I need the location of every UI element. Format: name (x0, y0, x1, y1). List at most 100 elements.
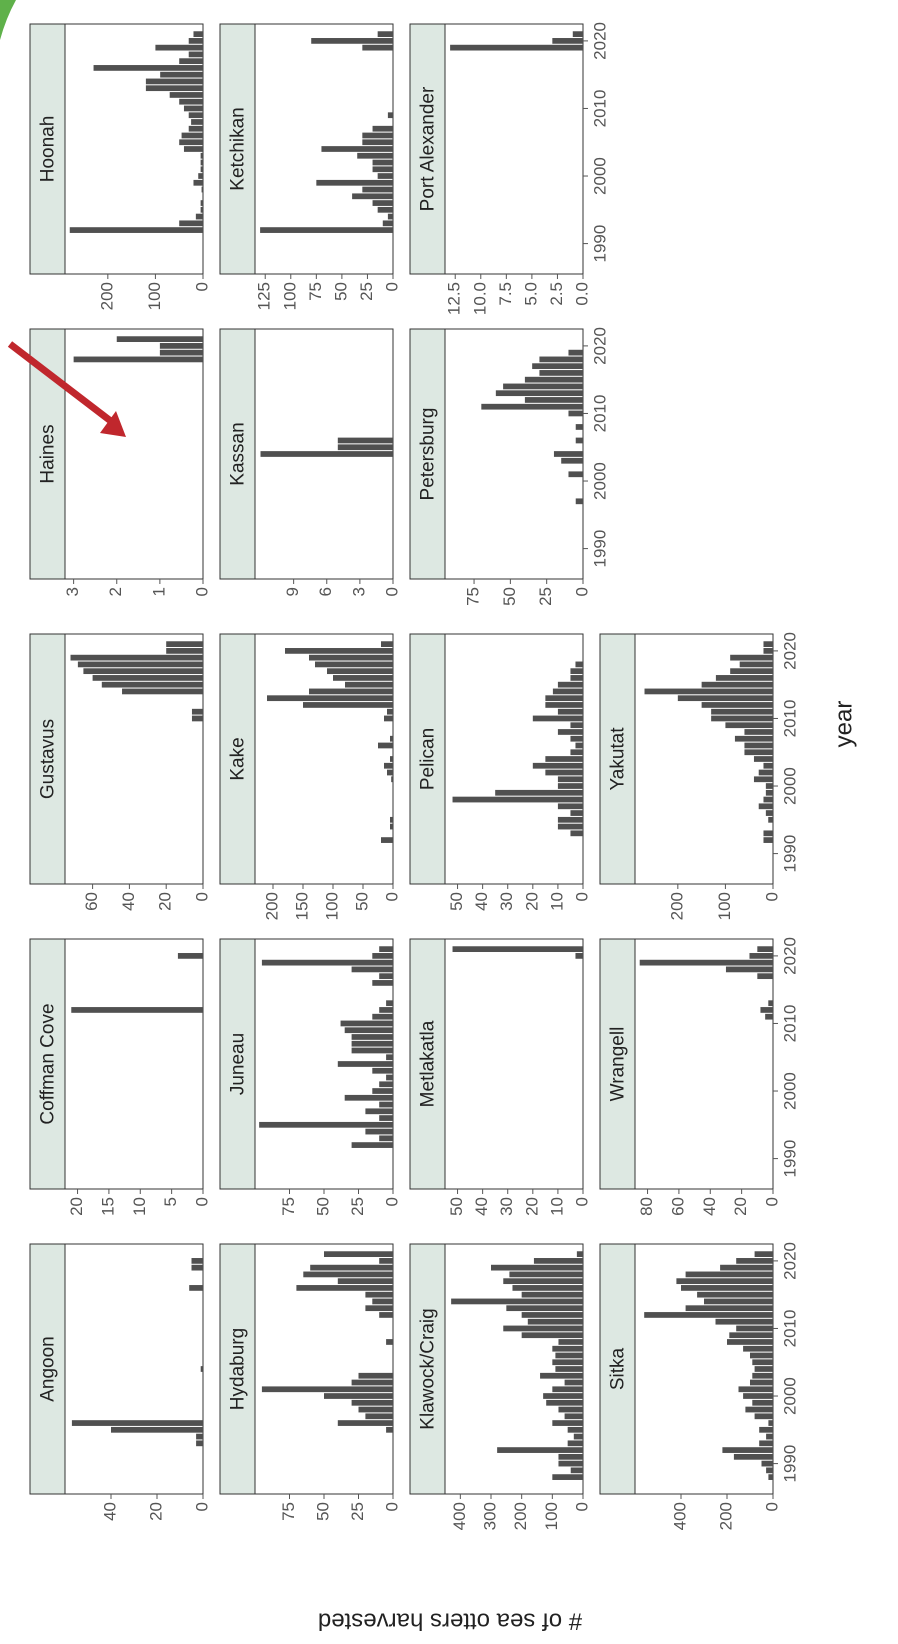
bar (387, 769, 393, 776)
bar (188, 51, 203, 58)
y-tick-label: 200 (97, 282, 116, 310)
y-tick-label: 40 (472, 892, 491, 911)
bar (495, 789, 584, 796)
bar (725, 966, 773, 973)
panel-title: Ketchikan (228, 107, 249, 190)
bar (296, 1285, 393, 1291)
y-tick-label: 25 (536, 587, 555, 606)
bar (379, 1081, 394, 1088)
bar (570, 722, 583, 729)
bar (752, 1399, 773, 1406)
y-tick-label: 0 (762, 1197, 781, 1206)
y-tick-label: 5 (161, 1197, 180, 1206)
bar (379, 1101, 394, 1108)
y-tick-label: 20 (146, 1502, 165, 1521)
bar (744, 729, 774, 735)
bar (71, 1007, 204, 1013)
panel-title: Juneau (228, 1033, 249, 1095)
bar (730, 668, 774, 675)
bar (387, 112, 393, 119)
bar (351, 1040, 394, 1047)
bar (116, 336, 203, 343)
bar (260, 227, 393, 233)
y-tick-label: 0 (572, 1502, 591, 1511)
bar (575, 661, 583, 668)
bar (738, 1386, 773, 1393)
x-tick-label: 2020 (780, 937, 799, 975)
y-tick-label: 50 (447, 892, 466, 911)
bar (527, 1318, 583, 1325)
y-tick-label: 200 (262, 892, 281, 920)
panel (64, 328, 204, 580)
x-tick-label: 2010 (780, 1310, 799, 1348)
bar (365, 1108, 393, 1115)
bar (570, 675, 583, 681)
bar (558, 1339, 584, 1345)
y-tick-label: 0 (382, 282, 401, 291)
bar (768, 1474, 774, 1480)
bar (384, 762, 393, 769)
y-tick-label: 2.5 (547, 282, 566, 306)
bar (711, 708, 774, 715)
bar (521, 1312, 584, 1318)
bar (379, 973, 394, 980)
y-tick-label: 30 (497, 892, 516, 911)
bar (333, 675, 393, 681)
x-tick-label: 2020 (780, 632, 799, 670)
bar (533, 1258, 584, 1264)
bar (191, 708, 204, 715)
bar (763, 830, 774, 837)
panel-title: Metlakatla (418, 1020, 439, 1107)
bar (386, 1074, 394, 1081)
bar (701, 681, 773, 688)
bar (179, 220, 203, 227)
bar (681, 1285, 773, 1291)
bar (92, 675, 203, 681)
bar (195, 213, 204, 220)
bar (567, 1440, 584, 1447)
bar (386, 1000, 394, 1007)
bar (188, 38, 203, 44)
bar (730, 654, 774, 661)
bar (200, 152, 204, 159)
y-axis-title: # of sea otters harvested (318, 1608, 582, 1635)
bar (70, 654, 203, 661)
bar (191, 1264, 203, 1271)
bar (387, 708, 393, 715)
bar (754, 1366, 773, 1372)
bar (200, 166, 204, 173)
bar (750, 1352, 773, 1359)
bar (316, 179, 394, 186)
bar (677, 695, 773, 702)
bar (744, 749, 774, 756)
bar (381, 837, 393, 843)
x-tick-label: 1990 (780, 1445, 799, 1483)
bar (111, 1426, 203, 1433)
bar (372, 1067, 393, 1074)
y-tick-label: 25 (348, 1197, 367, 1216)
bar (763, 641, 774, 648)
bar (181, 132, 204, 139)
bar (196, 1440, 204, 1447)
bar (754, 1251, 773, 1258)
bar (575, 498, 583, 505)
y-tick-label: 75 (279, 1197, 298, 1216)
bar (553, 451, 584, 457)
bar (725, 722, 774, 729)
bar (179, 98, 203, 105)
bar (734, 735, 773, 742)
y-tick-label: 200 (511, 1502, 530, 1530)
bar (351, 966, 394, 973)
y-tick-label: 50 (331, 282, 350, 301)
y-tick-label: 200 (716, 1502, 735, 1530)
bar (179, 58, 203, 65)
bar (390, 756, 393, 762)
bar (503, 383, 583, 390)
bar (122, 688, 203, 695)
bar (159, 343, 203, 349)
bar (753, 756, 773, 762)
panel-title: Hydaburg (228, 1328, 249, 1410)
bar (757, 946, 773, 953)
bar (183, 146, 203, 152)
corner-decoration (0, 0, 16, 40)
